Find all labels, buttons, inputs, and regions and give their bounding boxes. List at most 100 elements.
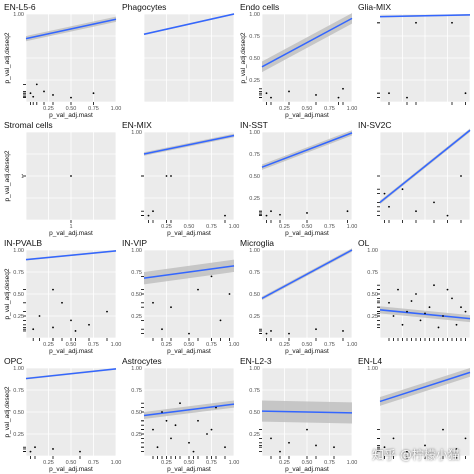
y-tick-label: 1.00 — [131, 248, 142, 254]
y-tick-label: 1.00 — [249, 248, 260, 254]
x-tick-label: 0.50 — [302, 224, 313, 230]
facet-panel: Phagocytes — [122, 2, 235, 103]
x-tick-label: 0.75 — [206, 342, 217, 348]
y-tick-label: 0.25 — [249, 78, 260, 84]
x-tick-label: 1.00 — [111, 460, 122, 466]
data-point — [188, 441, 190, 444]
watermark-text: 知乎 @柠檬小猫 — [372, 448, 460, 462]
data-point — [424, 444, 426, 447]
data-point — [270, 330, 272, 332]
x-tick-label: 1.00 — [347, 224, 358, 230]
data-point — [388, 205, 390, 208]
data-point — [415, 293, 417, 295]
data-point — [279, 213, 281, 216]
data-point — [306, 428, 308, 431]
x-tick-label: 0.25 — [43, 342, 54, 348]
data-point — [388, 92, 390, 95]
y-tick-label: 1.00 — [367, 366, 378, 372]
y-tick-label: 0.25 — [13, 314, 24, 320]
data-point — [52, 326, 54, 329]
y-tick-label: 0.75 — [13, 270, 24, 276]
data-point — [464, 92, 467, 95]
x-tick-label: 0.50 — [302, 106, 313, 112]
facet-title: Endo cells — [240, 2, 279, 12]
x-axis-label: p_val_adj.mast — [167, 230, 211, 237]
x-tick-label: 1.00 — [347, 106, 358, 112]
x-axis-label: p_val_adj.mast — [285, 112, 329, 119]
x-axis-label: p_val_adj.mast — [49, 112, 93, 119]
regression-line — [261, 17, 353, 68]
regression-line — [379, 129, 471, 203]
y-tick-label: 0.25 — [131, 432, 142, 438]
x-axis-label: p_val_adj.mast — [49, 466, 93, 473]
regression-line — [25, 368, 117, 380]
y-tick-label: 0.75 — [131, 388, 142, 394]
data-point — [106, 310, 108, 313]
x-axis-label: p_val_adj.mast — [285, 466, 329, 473]
y-tick-label: 1 — [21, 174, 24, 180]
y-tick-label: 1.00 — [13, 248, 24, 254]
y-tick-label: 1.00 — [249, 12, 260, 18]
data-point — [270, 210, 272, 213]
data-point — [52, 94, 54, 96]
data-point — [455, 323, 458, 326]
x-axis-label: p_val_adj.mast — [49, 348, 93, 355]
x-axis-label: p_val_adj.mast — [285, 348, 329, 355]
x-tick-label: 0.25 — [279, 106, 290, 112]
data-point — [52, 448, 54, 450]
y-tick-label: 0.50 — [249, 410, 260, 416]
data-point — [415, 21, 417, 24]
data-point — [152, 428, 154, 431]
x-tick-label: 0.50 — [184, 460, 195, 466]
data-point — [410, 300, 413, 302]
data-point — [34, 446, 36, 449]
data-point — [170, 306, 172, 309]
data-point — [419, 319, 422, 322]
data-point — [165, 419, 168, 422]
facet-title: IN-SST — [240, 120, 268, 130]
data-point — [388, 301, 390, 304]
y-tick-label: 1.00 — [13, 366, 24, 372]
data-point — [219, 319, 222, 322]
data-point — [192, 450, 195, 453]
y-tick-label: 1.00 — [13, 12, 24, 18]
data-point — [188, 332, 190, 335]
y-tick-label: 0.75 — [131, 270, 142, 276]
y-tick-label: 0.75 — [249, 388, 260, 394]
data-point — [161, 328, 163, 331]
facet-title: EN-L2-3 — [240, 356, 272, 366]
data-point — [29, 450, 32, 453]
facet-title: Glia-MIX — [358, 2, 391, 12]
facet-panel: EN-L41.00 — [358, 356, 471, 459]
data-point — [433, 284, 435, 287]
x-tick-label: 0.50 — [184, 342, 195, 348]
facet-title: Astrocytes — [122, 356, 162, 366]
x-tick-label: 0.75 — [324, 224, 335, 230]
regression-line — [261, 132, 353, 168]
y-tick-label: 0.50 — [131, 410, 142, 416]
data-point — [460, 175, 462, 177]
facet-panel: EN-L2-31.000.750.500.250.25 0.50 0.75 1.00p… — [240, 356, 357, 473]
data-point — [265, 92, 268, 95]
data-point — [455, 448, 458, 450]
x-tick-label: 1.00 — [229, 342, 240, 348]
y-tick-label: 0.25 — [13, 432, 24, 438]
x-tick-label: 0.25 — [161, 342, 172, 348]
data-point — [315, 94, 317, 96]
data-point — [288, 332, 290, 335]
y-tick-label: 0.75 — [249, 34, 260, 40]
y-axis-label: p_val_adj.deseq2 — [240, 32, 247, 83]
data-point — [197, 419, 199, 422]
x-tick-label: 0.25 — [279, 224, 290, 230]
data-point — [35, 83, 38, 86]
data-point — [315, 328, 317, 331]
x-tick-label: 0.50 — [302, 460, 313, 466]
data-point — [156, 446, 159, 449]
x-tick-label: 0.75 — [324, 106, 335, 112]
data-point — [70, 319, 72, 322]
data-point — [401, 188, 404, 191]
